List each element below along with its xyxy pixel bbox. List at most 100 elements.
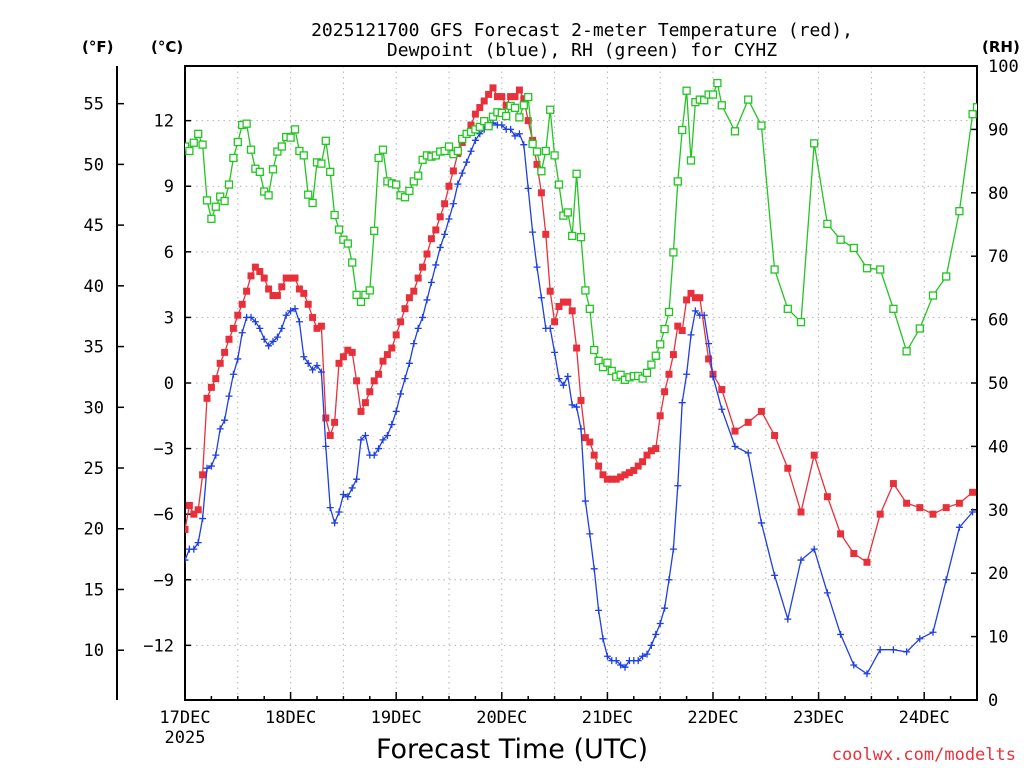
dewpoint-point — [445, 215, 453, 223]
rh-point — [585, 304, 594, 313]
dewpoint-point — [784, 615, 792, 623]
temperature-point — [436, 213, 444, 221]
temperature-point — [573, 344, 581, 352]
temperature-point — [656, 412, 664, 420]
dewpoint-point — [401, 375, 409, 383]
temperature-point — [661, 388, 669, 396]
dewpoint-point — [295, 318, 303, 326]
dewpoint-point — [603, 652, 611, 660]
rh-point — [928, 291, 938, 300]
fahrenheit-tick-label: 35 — [84, 338, 104, 358]
temperature-point — [221, 348, 229, 356]
dewpoint-point — [441, 230, 449, 238]
tick-labels: 129630−3−6−9−125550454035302520151010090… — [84, 57, 1019, 748]
rh-point — [414, 171, 423, 180]
rh-point — [502, 111, 511, 121]
dewpoint-point — [656, 619, 664, 627]
dewpoint-point — [551, 348, 559, 356]
dewpoint-point — [471, 136, 479, 144]
dewpoint-point — [876, 646, 884, 654]
dewpoint-point — [405, 359, 413, 367]
rh-point — [519, 101, 528, 110]
dewpoint-point — [291, 305, 299, 313]
dewpoint-point — [194, 539, 202, 547]
rh-point — [603, 358, 612, 367]
x-tick-label: 17DEC — [159, 708, 210, 728]
dewpoint-point — [546, 324, 554, 332]
rh-point — [849, 243, 858, 253]
temperature-point — [537, 189, 545, 197]
fahrenheit-tick-label: 15 — [84, 580, 104, 600]
temperature-point — [185, 501, 193, 509]
temperature-point — [687, 289, 695, 297]
dewpoint-point — [199, 515, 207, 523]
temperature-point — [379, 357, 387, 365]
dewpoint-point — [225, 392, 233, 400]
celsius-tick-label: −12 — [143, 636, 174, 656]
dewpoint-point — [282, 311, 290, 319]
dewpoint-point — [256, 324, 264, 332]
rh-point — [770, 265, 779, 274]
temperature-point — [810, 451, 818, 459]
dewpoint-point — [344, 493, 352, 501]
dewpoint-point — [810, 545, 818, 553]
temperature-point — [335, 359, 343, 367]
dewpoint-point — [212, 451, 220, 459]
dewpoint-point — [823, 589, 831, 597]
dewpoint-point — [238, 329, 246, 337]
temperature-point — [630, 466, 638, 474]
dewpoint-point — [621, 663, 629, 671]
rh-tick-label: 40 — [988, 437, 1008, 457]
fahrenheit-tick-label: 50 — [84, 155, 104, 175]
rh-point — [308, 198, 317, 208]
dewpoint-point — [335, 508, 343, 516]
rh-point — [972, 103, 977, 112]
temperature-point — [546, 287, 554, 295]
temperature-point — [524, 117, 532, 125]
dewpoint-point — [687, 331, 695, 339]
rh-point — [682, 86, 691, 95]
rh-point — [268, 165, 278, 174]
temperature-point — [278, 283, 286, 291]
rh-point — [660, 324, 669, 334]
temperature-point — [564, 298, 572, 306]
temperature-point — [705, 355, 713, 363]
temperature-point — [929, 510, 937, 518]
temperature-point — [309, 313, 317, 321]
temperature-point — [370, 377, 378, 385]
rh-point — [317, 159, 326, 168]
dewpoint-point — [304, 359, 312, 367]
temperature-point — [238, 300, 246, 308]
rh-point — [334, 225, 344, 234]
rh-point — [304, 190, 313, 199]
rh-point — [400, 193, 410, 202]
rh-point — [669, 248, 678, 257]
temperature-point — [647, 447, 655, 455]
rh-tick-label: 20 — [988, 564, 1008, 584]
rh-tick-label: 70 — [988, 247, 1008, 267]
rh-point — [224, 180, 234, 189]
dewpoint-point — [392, 407, 400, 415]
x-tick-label: 18DEC — [265, 708, 316, 728]
rh-point — [700, 96, 709, 105]
temperature-point — [375, 370, 383, 378]
rh-point — [713, 78, 722, 88]
rh-point — [229, 153, 238, 163]
fahrenheit-tick-label: 10 — [84, 641, 104, 661]
rh-point — [392, 180, 401, 189]
rh-point — [915, 324, 924, 333]
rh-tick-label: 90 — [988, 120, 1008, 140]
temperature-point — [678, 327, 686, 335]
x-tick-label: 21DEC — [582, 708, 633, 728]
rh-point — [708, 90, 718, 99]
rh-point — [321, 136, 330, 145]
dewpoint-point — [652, 630, 660, 638]
temperature-point — [485, 90, 493, 98]
temperature-point — [194, 506, 202, 514]
rh-point — [730, 127, 740, 136]
temperature-point — [590, 451, 598, 459]
fahrenheit-tick-label: 30 — [84, 398, 104, 418]
fahrenheit-tick-label: 20 — [84, 520, 104, 540]
rh-tick-label: 50 — [988, 374, 1008, 394]
temperature-point — [480, 97, 488, 105]
